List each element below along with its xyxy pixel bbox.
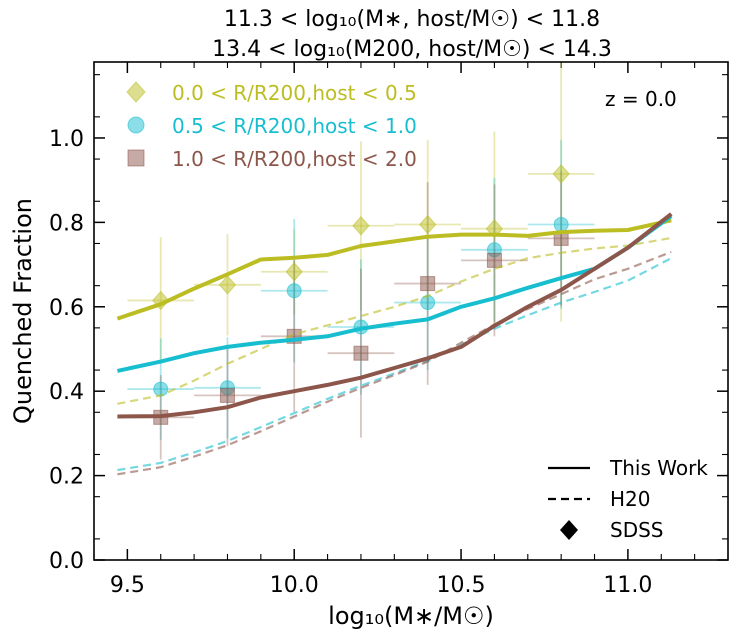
marker-legend: 0.0 < R/R200,host < 0.5 0.5 < R/R200,host…	[126, 81, 417, 171]
sdss-point-square	[486, 252, 502, 268]
h20-line-diamond	[117, 236, 672, 405]
sdss-point-diamond	[352, 215, 370, 236]
sdss-point-circle	[286, 283, 302, 299]
this-work-line-circle	[116, 214, 673, 373]
y-tick-label: 0.4	[49, 380, 84, 405]
sdss-point-diamond	[552, 164, 570, 184]
x-axis-label: log₁₀(M∗/M☉)	[328, 602, 494, 630]
x-tick-label: 10.0	[270, 573, 319, 598]
annotation-redshift: z = 0.0	[605, 87, 677, 111]
sdss-point-circle	[153, 381, 169, 397]
y-tick-label: 0.2	[49, 465, 84, 490]
legend-line-label: This Work	[609, 456, 708, 480]
sdss-point-diamond	[419, 214, 437, 235]
y-tick-label: 0.0	[49, 549, 84, 574]
x-tick-label: 10.5	[437, 573, 486, 598]
sdss-point-circle	[553, 216, 569, 232]
chart-title-line-2: 13.4 < log₁₀(M200, host/M☉) < 14.3	[212, 37, 612, 62]
y-tick-label: 1.0	[49, 127, 84, 152]
this-work-line-square	[117, 212, 673, 419]
sdss-point-circle	[420, 295, 436, 311]
line-legend: This Work H20 SDSS	[548, 456, 708, 542]
sdss-point-square	[353, 345, 369, 361]
y-axis-label: Quenched Fraction	[9, 198, 37, 424]
legend-marker-circle	[127, 116, 145, 134]
x-tick-label: 9.5	[110, 573, 145, 598]
legend-diamond-marker	[560, 520, 578, 540]
legend-marker-diamond	[126, 81, 146, 103]
x-tick-label: 11.0	[603, 573, 652, 598]
legend-series-label: 0.0 < R/R200,host < 0.5	[172, 81, 417, 105]
sdss-point-diamond	[218, 275, 237, 295]
chart-title-line-1: 11.3 < log₁₀(M∗, host/M☉) < 11.8	[224, 7, 600, 32]
plot-frame	[93, 61, 729, 561]
legend-series-label: 0.5 < R/R200,host < 1.0	[172, 114, 417, 138]
this-work-line-diamond	[116, 218, 672, 321]
legend-line-label: SDSS	[610, 518, 664, 542]
legend-line-label: H20	[610, 487, 651, 511]
legend-marker-square	[127, 149, 145, 167]
h20-line-circle	[117, 257, 672, 472]
sdss-point-square	[219, 387, 235, 403]
legend-series-label: 1.0 < R/R200,host < 2.0	[172, 147, 417, 171]
sdss-point-square	[420, 276, 436, 292]
sdss-point-diamond	[285, 261, 303, 282]
y-tick-label: 0.6	[49, 296, 84, 321]
y-tick-label: 0.8	[49, 211, 84, 236]
